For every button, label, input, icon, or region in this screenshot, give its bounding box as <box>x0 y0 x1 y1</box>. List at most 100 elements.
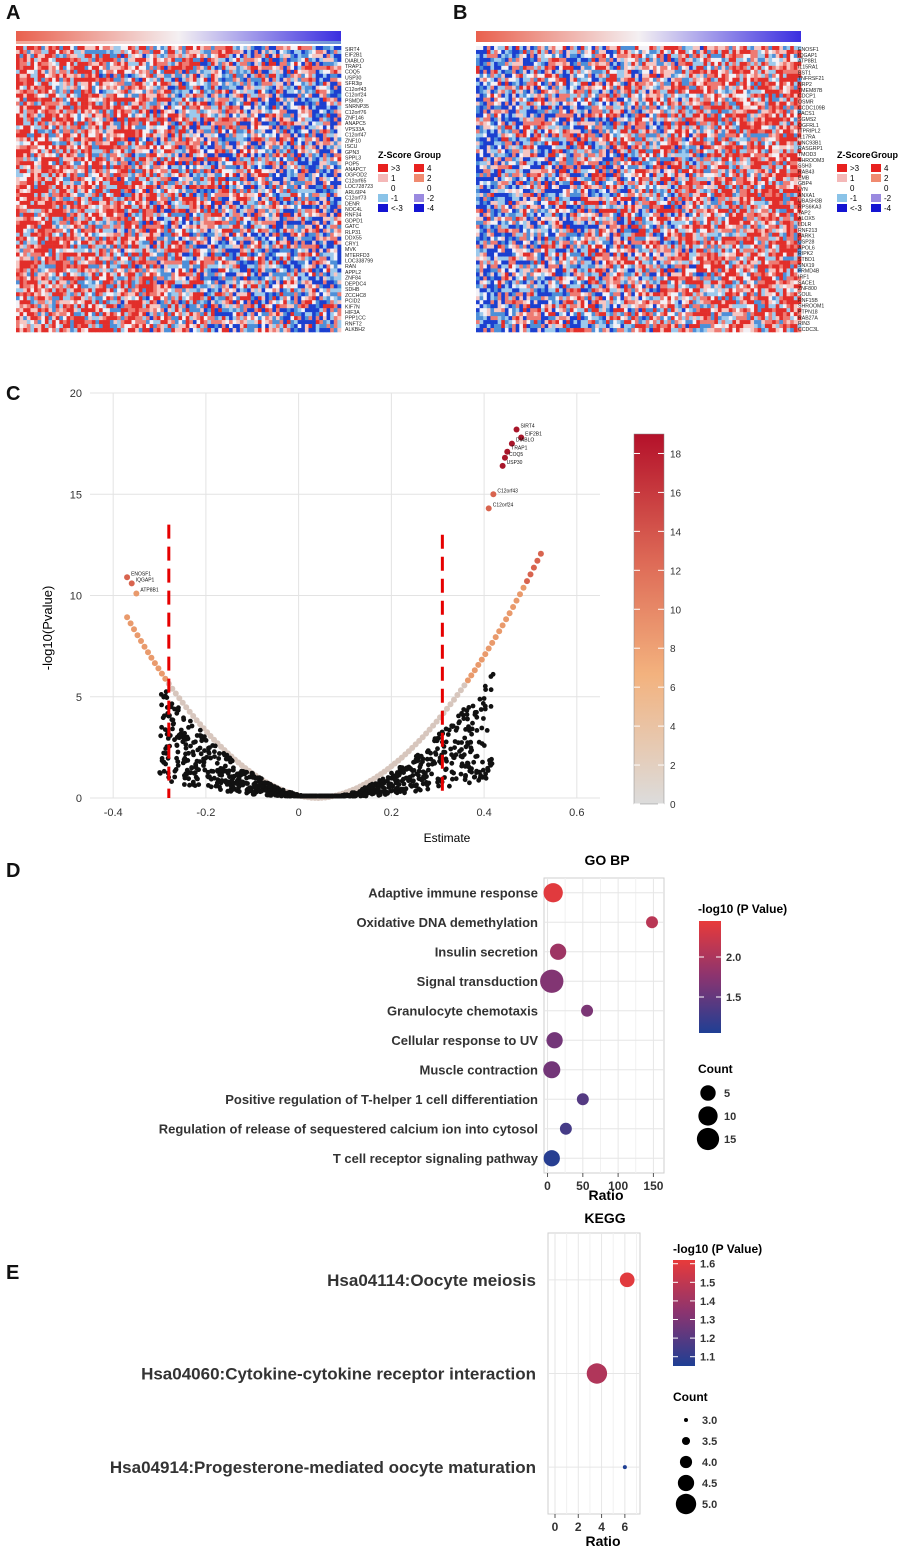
heatmap-cell <box>23 308 28 313</box>
heatmap-cell <box>171 308 176 313</box>
heatmap-cell <box>109 177 114 182</box>
heatmap-cell <box>102 276 107 281</box>
heatmap-cell <box>207 77 212 83</box>
heatmap-cell <box>23 224 28 230</box>
heatmap-cell <box>146 308 150 313</box>
heatmap-cell <box>91 272 96 277</box>
heatmap-cell <box>99 204 103 210</box>
heatmap-cell <box>30 141 35 146</box>
heatmap-cell <box>23 284 28 289</box>
heatmap-cell <box>95 189 100 194</box>
heatmap-cell <box>19 308 24 313</box>
heatmap-cell <box>84 153 89 158</box>
heatmap-cell <box>66 46 71 51</box>
heatmap-cell <box>16 220 20 226</box>
heatmap-cell <box>156 288 161 293</box>
heatmap-cell <box>16 256 20 261</box>
heatmap-cell <box>106 240 111 245</box>
heatmap-cell <box>84 165 89 170</box>
heatmap-cell <box>196 141 201 146</box>
heatmap-a: SIRT4EIF2B1DIABLOTRAP1COQ5USP30SFR3ipC12… <box>16 31 441 333</box>
heatmap-cell <box>232 169 237 174</box>
heatmap-cell <box>26 85 31 90</box>
heatmap-cell <box>203 232 208 237</box>
heatmap-cell <box>225 220 230 226</box>
heatmap-cell <box>265 69 270 75</box>
heatmap-cell <box>34 117 38 122</box>
heatmap-cell <box>99 240 103 245</box>
heatmap-cell <box>59 105 64 110</box>
heatmap-cell <box>247 89 252 94</box>
heatmap-cell <box>189 316 194 321</box>
heatmap-cell <box>221 308 226 313</box>
heatmap-cell <box>48 89 53 94</box>
heatmap-cell <box>135 125 140 130</box>
heatmap-cell <box>250 185 255 190</box>
heatmap-cell <box>37 320 42 325</box>
heatmap-cell <box>265 125 270 130</box>
heatmap-cell <box>59 224 64 230</box>
heatmap-cell <box>84 145 89 150</box>
heatmap-cell <box>124 304 129 309</box>
heatmap-cell <box>41 141 46 146</box>
heatmap-cell <box>211 129 215 134</box>
heatmap-cell <box>261 236 266 241</box>
heatmap-cell <box>174 93 179 98</box>
heatmap-cell <box>146 177 150 182</box>
heatmap-cell <box>70 173 75 178</box>
heatmap-cell <box>232 284 237 289</box>
heatmap-cell <box>142 316 147 321</box>
heatmap-cell <box>66 240 71 245</box>
heatmap-cell <box>62 268 67 273</box>
heatmap-cell <box>23 196 28 202</box>
heatmap-cell <box>185 264 190 269</box>
heatmap-cell <box>207 93 212 98</box>
heatmap-cell <box>66 204 71 210</box>
heatmap-cell <box>88 228 93 233</box>
heatmap-cell <box>52 316 57 321</box>
heatmap-cell <box>102 157 107 162</box>
heatmap-cell <box>106 117 111 122</box>
heatmap-cell <box>95 105 100 110</box>
heatmap-cell <box>41 324 46 329</box>
heatmap-cell <box>149 145 154 150</box>
heatmap-cell <box>236 212 241 218</box>
heatmap-cell <box>66 93 71 98</box>
heatmap-cell <box>192 185 197 190</box>
heatmap-cell <box>232 61 237 67</box>
heatmap-cell <box>26 240 31 245</box>
heatmap-cell <box>23 97 28 102</box>
heatmap-cell <box>44 196 49 202</box>
heatmap-cell <box>70 328 75 333</box>
heatmap-cell <box>189 73 194 79</box>
heatmap-cell <box>113 220 118 226</box>
heatmap-cell <box>62 296 67 301</box>
heatmap-cell <box>95 324 100 329</box>
heatmap-cell <box>218 189 223 194</box>
heatmap-cell <box>30 284 35 289</box>
heatmap-cell <box>102 153 107 158</box>
heatmap-cell <box>178 129 183 134</box>
heatmap-cell <box>254 121 259 126</box>
heatmap-cell <box>26 264 31 269</box>
heatmap-cell <box>91 292 96 297</box>
heatmap-cell <box>19 220 24 226</box>
heatmap-cell <box>192 173 197 178</box>
heatmap-cell <box>218 173 223 178</box>
heatmap-cell <box>247 77 252 83</box>
heatmap-cell <box>117 232 122 237</box>
heatmap-cell <box>117 264 122 269</box>
heatmap-cell <box>109 69 114 75</box>
heatmap-cell <box>207 208 212 214</box>
heatmap-cell <box>52 189 57 194</box>
heatmap-cell <box>48 97 53 102</box>
heatmap-cell <box>120 85 125 90</box>
heatmap-cell <box>124 248 129 253</box>
heatmap-cell <box>261 69 266 75</box>
heatmap-cell <box>196 324 201 329</box>
heatmap-cell <box>196 149 201 154</box>
heatmap-cell <box>66 236 71 241</box>
heatmap-cell <box>106 308 111 313</box>
heatmap-cell <box>138 73 143 79</box>
heatmap-cell <box>120 53 125 59</box>
